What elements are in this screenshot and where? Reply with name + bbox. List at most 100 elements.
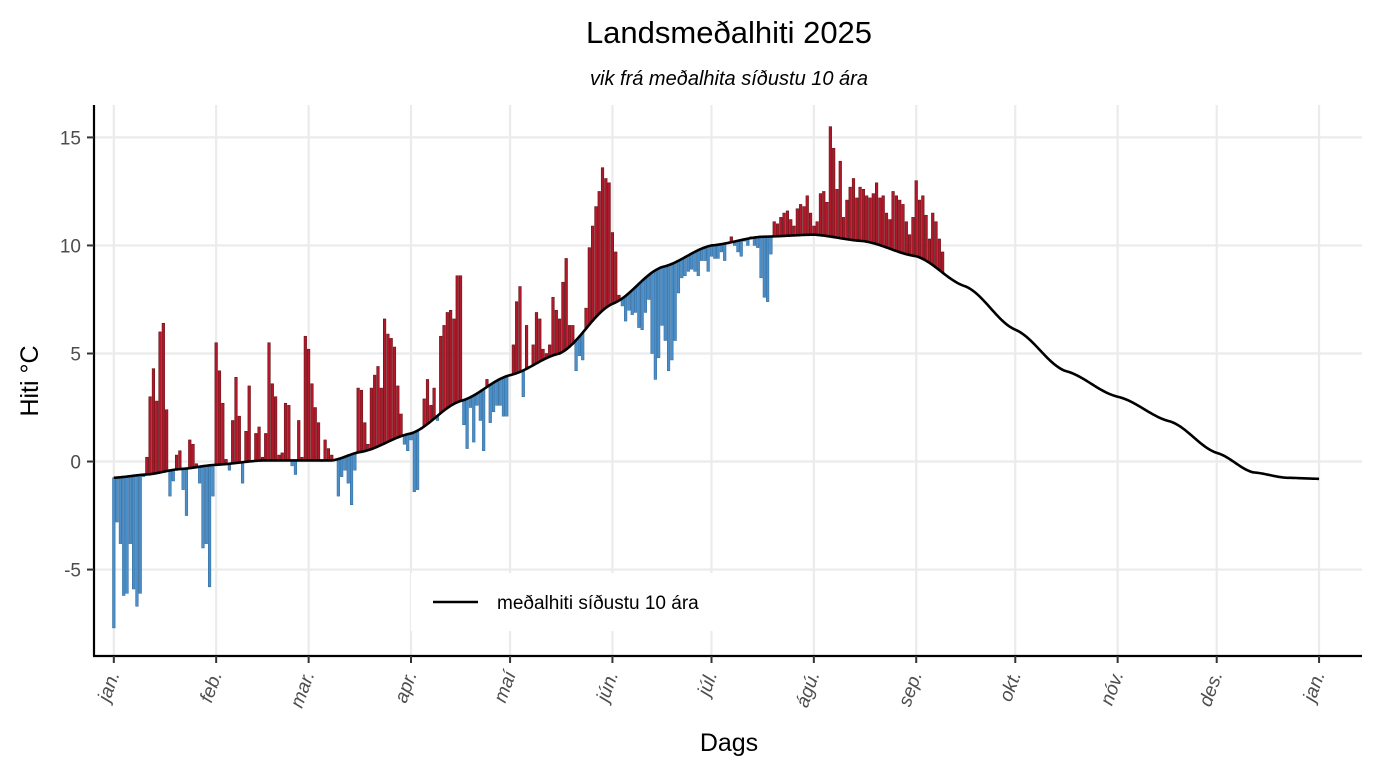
x-tick-label: feb. [196, 669, 227, 706]
temperature-bar [125, 476, 129, 594]
temperature-bar [399, 413, 403, 437]
temperature-bar [673, 262, 677, 341]
temperature-bar [795, 208, 799, 236]
temperature-bar [128, 475, 132, 544]
temperature-bar [383, 318, 387, 444]
chart-title: Landsmeðalhiti 2025 [586, 15, 872, 50]
temperature-bar [501, 377, 506, 417]
temperature-bar [201, 465, 205, 549]
temperature-bar [888, 219, 892, 249]
temperature-bar [518, 286, 522, 373]
temperature-bar [666, 264, 671, 372]
temperature-bar [257, 426, 261, 461]
temperature-bar [343, 456, 347, 471]
temperature-bar [151, 368, 156, 474]
y-tick-label: 0 [70, 453, 81, 474]
x-tick-label: nóv. [1097, 669, 1129, 709]
temperature-bar [254, 433, 258, 462]
temperature-bar [155, 400, 159, 474]
temperature-bar [264, 433, 268, 461]
temperature-bar [307, 348, 311, 461]
temperature-bar [115, 477, 119, 523]
temperature-bar [208, 465, 212, 588]
temperature-bar [762, 236, 766, 298]
temperature-bar [812, 225, 816, 235]
temperature-bar [818, 193, 823, 236]
temperature-bar [495, 380, 499, 406]
temperature-bar [842, 217, 846, 239]
temperature-bar [884, 212, 889, 248]
temperature-bar [941, 251, 945, 273]
temperature-bar [165, 409, 169, 472]
temperature-bar [775, 223, 780, 237]
temperature-bar [706, 246, 710, 272]
temperature-bar [924, 214, 928, 261]
temperature-bar [858, 186, 862, 242]
x-tick-label: des. [1195, 669, 1227, 710]
chart-subtitle: vik frá meðalhita síðustu 10 ára [590, 68, 868, 90]
temperature-bar [525, 325, 529, 370]
temperature-bar [214, 342, 218, 466]
temperature-bar [356, 387, 360, 453]
temperature-bar [861, 189, 865, 242]
temperature-bar [597, 191, 601, 314]
temperature-bar [792, 225, 796, 236]
temperature-bar [554, 310, 558, 355]
temperature-bar [482, 388, 486, 451]
temperature-bar [881, 195, 885, 247]
temperature-bar [782, 212, 786, 237]
temperature-bar [828, 126, 832, 237]
temperature-bar [607, 182, 611, 306]
x-tick-label: apr. [391, 669, 422, 706]
temperature-bar [138, 474, 142, 594]
temperature-bar [221, 402, 225, 465]
temperature-bar [458, 275, 463, 402]
temperature-bar [627, 292, 631, 311]
temperature-bar [934, 221, 938, 268]
temperature-bar [693, 251, 697, 272]
temperature-bar [349, 454, 354, 505]
temperature-bar [789, 219, 793, 236]
x-tick-label: sep. [895, 669, 927, 710]
temperature-bar [894, 195, 898, 252]
legend: meðalhiti síðustu 10 ára [411, 573, 773, 631]
temperature-bar [505, 375, 509, 417]
temperature-bar [904, 221, 908, 255]
temperature-bar [491, 382, 496, 413]
temperature-bar [785, 210, 790, 236]
x-tick-label: jún. [592, 669, 623, 708]
temperature-bar [937, 238, 941, 271]
temperature-bar [683, 256, 687, 276]
temperature-bar [868, 197, 872, 243]
temperature-bar [802, 206, 806, 236]
temperature-bar [204, 465, 208, 544]
temperature-bar [822, 191, 826, 236]
temperature-bar [359, 389, 364, 453]
temperature-bar [650, 272, 654, 354]
axes [92, 105, 1362, 658]
temperature-bar [779, 217, 783, 237]
temperature-bar [875, 182, 879, 245]
temperature-bar [716, 244, 720, 259]
temperature-bar [709, 245, 714, 257]
temperature-bar [769, 236, 773, 255]
temperature-bar [891, 191, 895, 251]
temperature-bar [521, 370, 525, 397]
temperature-bar [118, 477, 122, 544]
temperature-bar [267, 342, 271, 461]
temperature-bar [168, 470, 172, 497]
temperature-bar [211, 464, 215, 497]
temperature-bar [122, 476, 126, 596]
temperature-bar [610, 232, 614, 305]
temperature-bar [346, 455, 350, 484]
x-tick-label: okt. [996, 669, 1026, 705]
temperature-bar [515, 301, 519, 374]
temperature-bar [145, 456, 149, 475]
y-tick-label: 10 [60, 236, 81, 257]
temperature-bar [848, 186, 852, 240]
temperature-bar [927, 238, 931, 264]
temperature-bar [231, 420, 235, 464]
temperature-bar [832, 147, 836, 238]
temperature-bar [174, 454, 179, 470]
